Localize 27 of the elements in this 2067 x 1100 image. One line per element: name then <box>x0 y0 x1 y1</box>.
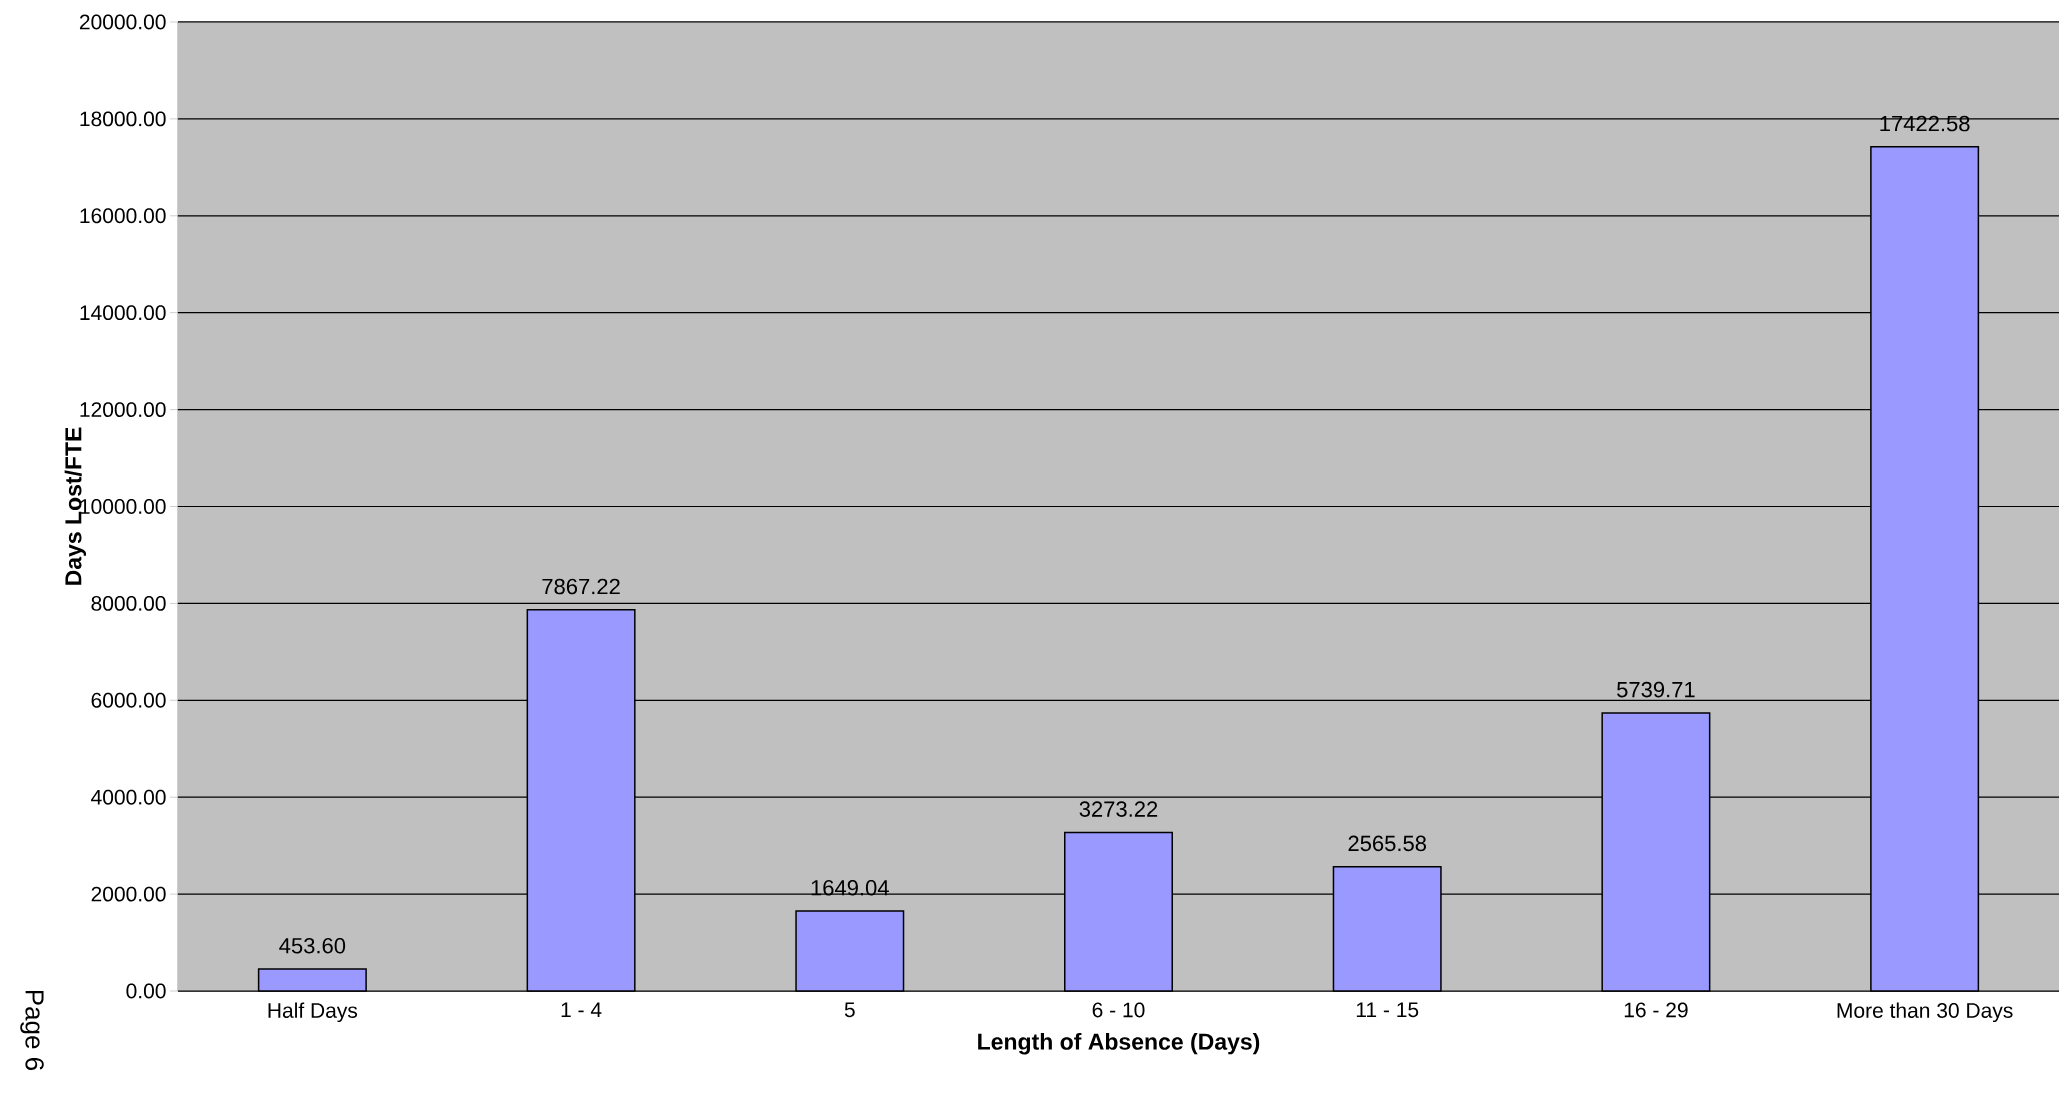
y-tick-label: 8000.00 <box>91 595 166 611</box>
y-tick-label: 6000.00 <box>91 692 166 708</box>
data-label: 5739.71 <box>1617 681 1695 698</box>
data-label: 453.60 <box>279 937 346 954</box>
y-tick-label: 20000.00 <box>79 14 166 30</box>
y-tick-label: 2000.00 <box>91 886 166 902</box>
y-tick-label: 4000.00 <box>91 789 166 805</box>
x-tick-label: 11 - 15 <box>1356 1002 1419 1018</box>
data-label: 3273.22 <box>1079 801 1158 817</box>
x-axis-title: Length of Absence (Days) <box>978 1032 1260 1055</box>
data-label: 17422.58 <box>1880 115 1970 132</box>
y-tick-label: 10000.00 <box>80 499 166 514</box>
y-tick-label: 16000.00 <box>80 208 166 224</box>
x-tick-label: 1 - 4 <box>561 1002 602 1017</box>
data-label: 7867.22 <box>542 578 620 595</box>
x-tick-label: 5 <box>844 1002 855 1018</box>
data-label: 1649.04 <box>811 880 889 896</box>
y-tick-label: 12000.00 <box>80 402 166 418</box>
x-tick-label: 6 - 10 <box>1092 1002 1145 1018</box>
y-tick-label: 0.00 <box>126 983 166 999</box>
x-tick-label: More than 30 Days <box>1837 1002 2013 1023</box>
x-tick-label: 16 - 29 <box>1624 1002 1688 1018</box>
data-label: 2565.58 <box>1348 835 1426 852</box>
x-tick-label: Half Days <box>268 1002 358 1023</box>
y-tick-label: 14000.00 <box>80 305 166 321</box>
text: Page 6 <box>20 990 44 1071</box>
y-tick-label: 18000.00 <box>80 111 166 127</box>
